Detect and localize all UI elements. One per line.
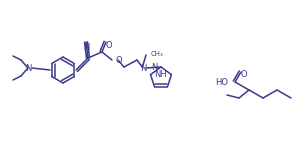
Text: O: O [241, 69, 247, 79]
Text: CH₃: CH₃ [151, 51, 164, 57]
Text: HO: HO [215, 78, 228, 86]
Text: O: O [106, 40, 112, 50]
Text: O: O [115, 56, 122, 64]
Text: N: N [25, 63, 31, 73]
Text: N: N [83, 42, 89, 52]
Text: N: N [151, 62, 157, 72]
Text: NH: NH [154, 70, 167, 79]
Text: N: N [140, 63, 146, 73]
